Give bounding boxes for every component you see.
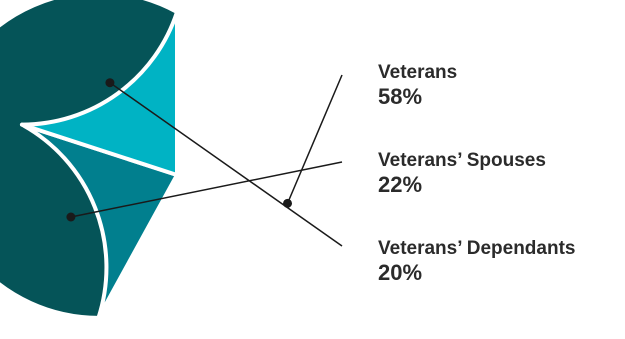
label-spouses-pct: 22%: [378, 172, 423, 197]
pie-slice-2: [19, 10, 179, 177]
leader-line-0: [286, 74, 343, 204]
label-dependants: Veterans’ Dependants 20%: [378, 238, 575, 286]
label-dependants-name: Veterans’ Dependants: [378, 238, 576, 259]
label-spouses: Veterans’ Spouses 22%: [378, 150, 546, 198]
label-veterans: Veterans 58%: [378, 62, 457, 110]
leader-line-1: [70, 161, 343, 218]
label-veterans-pct: 58%: [378, 84, 423, 109]
label-spouses-name: Veterans’ Spouses: [378, 150, 546, 171]
pie-slice-1: [19, 122, 179, 320]
label-dependants-pct: 20%: [378, 260, 423, 285]
label-veterans-name: Veterans: [378, 62, 458, 83]
leader-line-2: [109, 82, 343, 247]
